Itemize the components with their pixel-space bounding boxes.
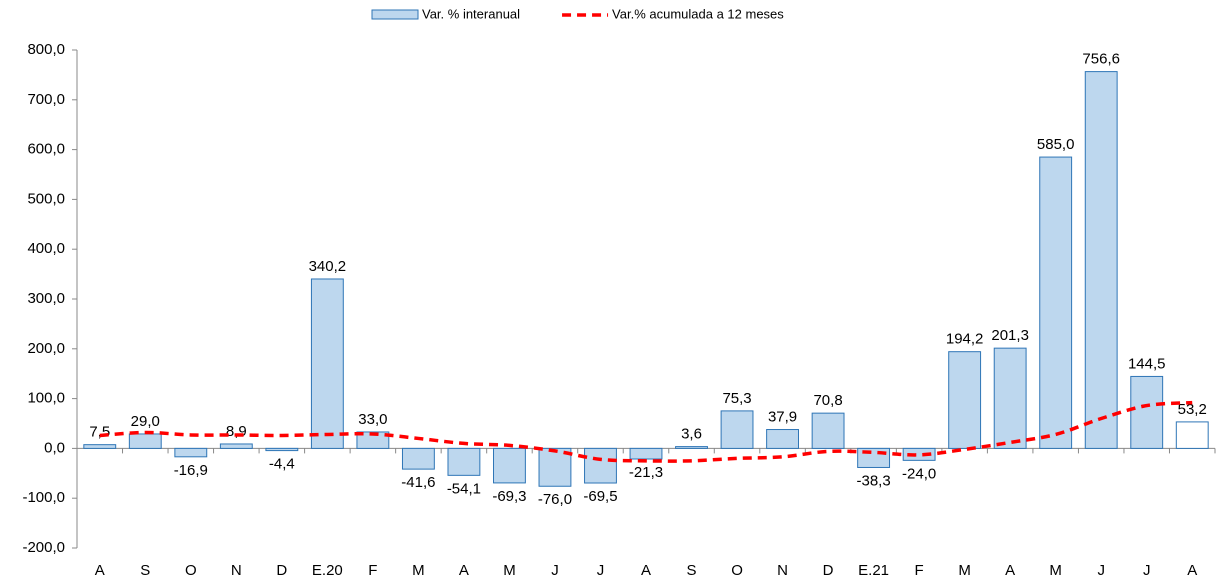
y-tick-label: 0,0 bbox=[44, 439, 65, 456]
data-label: 585,0 bbox=[1037, 136, 1075, 153]
bar bbox=[401, 447, 435, 470]
y-tick-label: 100,0 bbox=[27, 390, 65, 407]
bar bbox=[1084, 71, 1118, 449]
x-tick-label: N bbox=[777, 562, 788, 579]
bar bbox=[1175, 421, 1209, 449]
data-label: 75,3 bbox=[722, 390, 751, 407]
y-tick-label: 500,0 bbox=[27, 190, 65, 207]
x-tick-label: S bbox=[687, 562, 697, 579]
bar bbox=[128, 433, 162, 449]
y-tick-label: 600,0 bbox=[27, 141, 65, 158]
bar bbox=[219, 443, 253, 449]
x-tick-label: D bbox=[276, 562, 287, 579]
bar bbox=[174, 447, 208, 458]
bar bbox=[902, 447, 936, 461]
bar bbox=[629, 447, 663, 460]
legend-label: Var.% acumulada a 12 meses bbox=[612, 6, 784, 21]
x-tick-label: D bbox=[823, 562, 834, 579]
x-tick-label: M bbox=[503, 562, 516, 579]
y-tick-label: -100,0 bbox=[22, 489, 65, 506]
data-label: -38,3 bbox=[856, 472, 890, 489]
data-label: 756,6 bbox=[1082, 51, 1120, 68]
x-tick-label: F bbox=[915, 562, 924, 579]
line bbox=[99, 400, 1193, 463]
y-tick-label: 800,0 bbox=[27, 41, 65, 58]
x-tick-label: J bbox=[551, 562, 559, 579]
data-label: 7,5 bbox=[89, 424, 110, 441]
bar bbox=[584, 447, 617, 484]
data-label: -4,4 bbox=[269, 456, 295, 473]
data-label: 29,0 bbox=[131, 413, 160, 430]
bar bbox=[720, 410, 754, 449]
bar bbox=[948, 351, 982, 449]
data-label: 201,3 bbox=[991, 327, 1029, 344]
legend-label: Var. % interanual bbox=[422, 6, 520, 21]
y-tick-label: 200,0 bbox=[27, 340, 65, 357]
x-tick-label: M bbox=[1049, 562, 1062, 579]
data-label: -24,0 bbox=[902, 465, 936, 482]
x-tick-label: J bbox=[597, 562, 605, 579]
bar bbox=[83, 444, 117, 449]
bar bbox=[447, 447, 481, 476]
data-label: -69,3 bbox=[492, 488, 526, 505]
y-tick-label: 400,0 bbox=[27, 240, 65, 257]
x-tick-label: S bbox=[140, 562, 150, 579]
bar bbox=[493, 447, 526, 484]
x-tick-label: A bbox=[1005, 562, 1015, 579]
x-tick-label: F bbox=[368, 562, 377, 579]
data-label: -54,1 bbox=[447, 480, 481, 497]
x-tick-label: M bbox=[958, 562, 971, 579]
bar bbox=[265, 447, 299, 452]
bar bbox=[857, 447, 891, 468]
data-label: 340,2 bbox=[309, 258, 347, 275]
x-tick-label: N bbox=[231, 562, 242, 579]
bar bbox=[811, 412, 845, 449]
x-tick-label: E.20 bbox=[312, 562, 343, 579]
data-label: -16,9 bbox=[174, 462, 208, 479]
x-tick-label: J bbox=[1097, 562, 1105, 579]
data-label: 37,9 bbox=[768, 408, 797, 425]
bar bbox=[993, 347, 1027, 449]
y-tick-label: 700,0 bbox=[27, 91, 65, 108]
x-tick-label: A bbox=[1187, 562, 1197, 579]
bar bbox=[675, 446, 708, 449]
x-tick-label: E.21 bbox=[858, 562, 889, 579]
y-tick-label: -200,0 bbox=[22, 539, 65, 556]
x-tick-label: A bbox=[459, 562, 469, 579]
x-tick-label: M bbox=[412, 562, 425, 579]
data-label: 8,9 bbox=[226, 423, 247, 440]
data-label: 144,5 bbox=[1128, 355, 1166, 372]
data-label: 3,6 bbox=[681, 426, 702, 443]
bar bbox=[310, 278, 344, 449]
bar bbox=[538, 447, 572, 487]
y-tick-label: 300,0 bbox=[27, 290, 65, 307]
x-tick-label: J bbox=[1143, 562, 1151, 579]
data-label: -69,5 bbox=[583, 488, 617, 505]
x-tick-label: O bbox=[731, 562, 743, 579]
x-tick-label: A bbox=[641, 562, 651, 579]
bar bbox=[356, 431, 390, 449]
x-tick-label: O bbox=[185, 562, 197, 579]
data-label: 53,2 bbox=[1178, 401, 1207, 418]
data-label: 33,0 bbox=[358, 411, 387, 428]
data-label: -21,3 bbox=[629, 464, 663, 481]
data-label: 194,2 bbox=[946, 331, 984, 348]
legend-swatch bbox=[371, 9, 419, 20]
bar bbox=[1130, 375, 1164, 449]
data-label: -76,0 bbox=[538, 491, 572, 508]
bar bbox=[766, 429, 799, 449]
data-label: 70,8 bbox=[813, 392, 842, 409]
data-label: -41,6 bbox=[401, 474, 435, 491]
bar bbox=[1039, 156, 1073, 449]
x-tick-label: A bbox=[95, 562, 105, 579]
